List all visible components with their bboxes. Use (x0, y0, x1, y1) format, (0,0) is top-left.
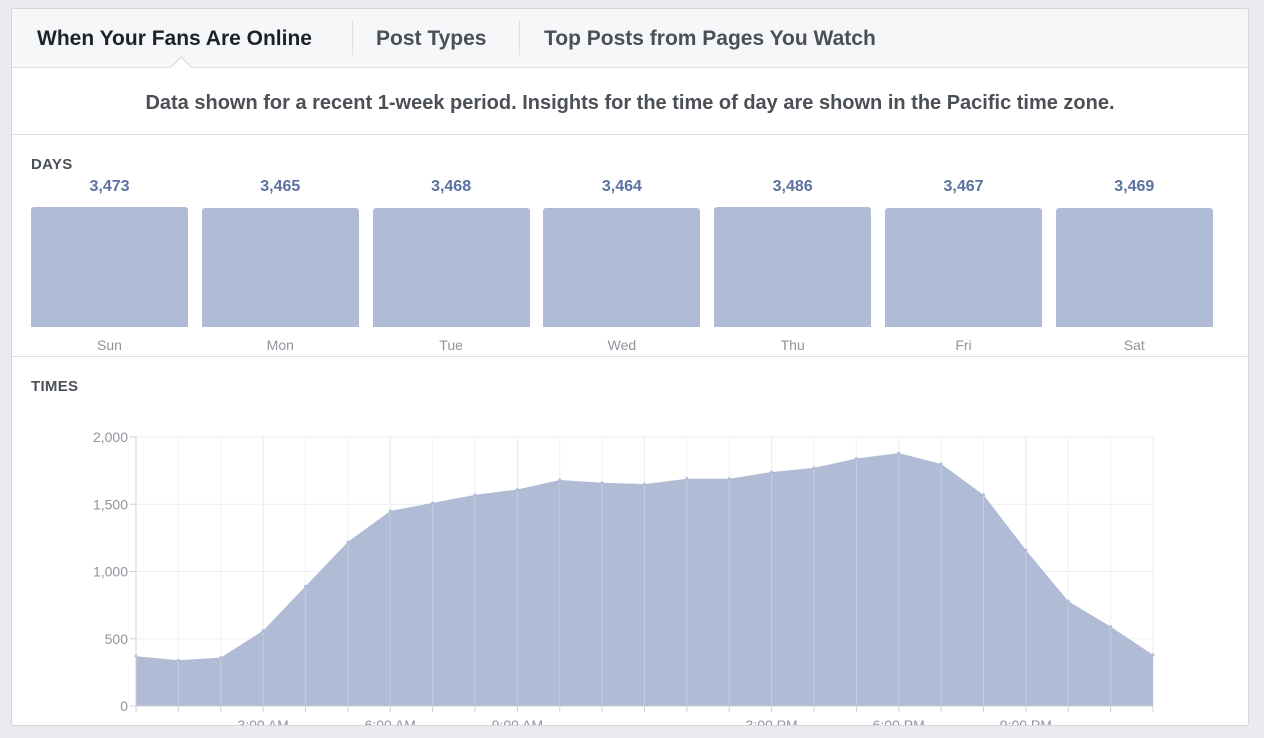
day-label: Sun (97, 337, 122, 353)
x-tick-label: 9:00 PM (1000, 717, 1052, 726)
times-area-chart: 0 500 1,000 1,500 2,000 3:00 AM 6:00 AM 9:00 AM… (93, 429, 1155, 726)
days-heading: DAYS (31, 156, 73, 173)
data-point (727, 477, 731, 481)
day-label: Sat (1123, 337, 1145, 353)
day-column-mon[interactable]: 3,465 Mon (201, 136, 359, 357)
data-point (219, 656, 223, 660)
data-point (431, 501, 435, 505)
tab-top-posts[interactable]: Top Posts from Pages You Watch (544, 27, 876, 50)
day-bar[interactable] (714, 207, 872, 327)
x-tick-label: 3:00 PM (746, 717, 798, 726)
data-point (346, 540, 350, 544)
y-tick-label: 500 (105, 631, 129, 647)
data-point (1109, 625, 1113, 629)
day-bar[interactable] (885, 207, 1042, 327)
day-label: Tue (439, 337, 463, 353)
active-tab-caret-fill (170, 58, 192, 69)
day-label: Wed (607, 337, 637, 353)
day-value: 3,468 (431, 178, 472, 195)
data-point (600, 481, 604, 485)
day-column-tue[interactable]: 3,468 Tue (372, 136, 530, 357)
data-point (770, 470, 774, 474)
day-column-wed[interactable]: 3,464 Wed (543, 136, 701, 357)
day-bar[interactable] (372, 207, 530, 327)
data-point (897, 451, 901, 455)
day-bar[interactable] (543, 207, 701, 327)
day-bar[interactable] (31, 207, 188, 327)
day-label: Thu (780, 337, 805, 353)
day-column-sun[interactable]: 3,473 Sun (31, 136, 188, 357)
tab-post-types[interactable]: Post Types (376, 27, 487, 50)
day-column-fri[interactable]: 3,467 Fri (885, 136, 1042, 357)
day-value: 3,469 (1114, 178, 1155, 195)
x-tick-label: 9:00 AM (492, 717, 543, 726)
day-value: 3,467 (943, 178, 984, 195)
x-tick-label: 6:00 PM (873, 717, 925, 726)
data-point (1151, 653, 1155, 657)
data-point (812, 466, 816, 470)
data-point (558, 478, 562, 482)
day-label: Fri (955, 337, 972, 353)
times-section: TIMES 0 500 1,000 1,500 2,000 3:00 AM 6:00 AM 9… (12, 357, 1248, 726)
day-column-thu[interactable]: 3,486 Thu (714, 136, 872, 357)
data-point (388, 509, 392, 513)
day-bar[interactable] (201, 207, 359, 327)
day-label: Mon (266, 337, 294, 353)
x-tick-label: 3:00 AM (237, 717, 288, 726)
data-point (515, 487, 519, 491)
times-heading: TIMES (31, 378, 79, 395)
day-column-sat[interactable]: 3,469 Sat (1055, 136, 1213, 357)
tab-divider (519, 21, 520, 55)
period-notice: Data shown for a recent 1-week period. I… (12, 68, 1248, 135)
data-point (304, 584, 307, 588)
y-tick-label: 1,500 (93, 496, 128, 512)
day-bar[interactable] (1055, 207, 1213, 327)
x-tick-label: 6:00 AM (365, 717, 416, 726)
data-point (854, 457, 858, 461)
y-tick-label: 0 (120, 698, 128, 714)
tab-divider (352, 21, 353, 55)
data-point (982, 493, 985, 497)
day-value: 3,486 (772, 178, 813, 195)
data-point (939, 462, 943, 466)
data-point (261, 629, 265, 633)
data-point (176, 658, 180, 662)
data-point (685, 477, 689, 481)
y-tick-label: 1,000 (93, 564, 128, 580)
data-point (643, 482, 646, 486)
tab-bar: When Your Fans Are Online Post Types Top… (12, 9, 1248, 69)
insights-panel: When Your Fans Are Online Post Types Top… (11, 8, 1249, 726)
tab-when-fans-online[interactable]: When Your Fans Are Online (37, 27, 312, 50)
days-section: DAYS 3,473 Sun 3,465 Mon 3,468 Tue 3,464 Wed 3,4… (12, 136, 1248, 357)
data-point (473, 493, 477, 497)
y-tick-label: 2,000 (93, 429, 128, 445)
day-value: 3,473 (89, 178, 130, 195)
data-point (1066, 599, 1070, 603)
fans-online-area (136, 453, 1153, 706)
data-point (1024, 548, 1028, 552)
day-value: 3,464 (601, 178, 642, 195)
day-value: 3,465 (260, 178, 301, 195)
